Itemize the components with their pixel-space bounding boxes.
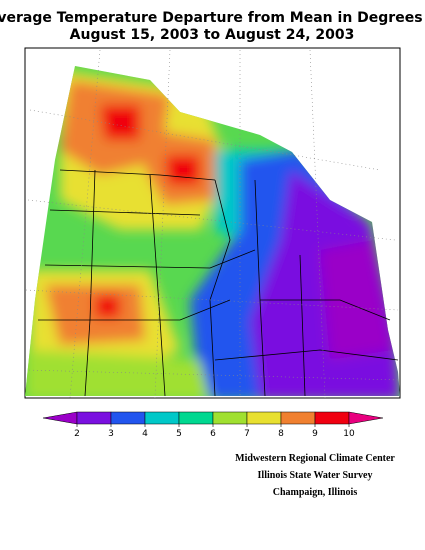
legend-tick-label: 9: [312, 429, 318, 439]
color-legend: 2 3 4 5 6 7 8 9 10: [42, 411, 384, 439]
legend-swatch: [178, 411, 214, 425]
boundaries: [38, 169, 399, 397]
legend-swatch: [314, 411, 350, 425]
legend-swatch: [76, 411, 112, 425]
legend-tick-label: 4: [142, 429, 148, 439]
legend-swatch: [144, 411, 180, 425]
legend-swatch: [42, 411, 78, 425]
legend-swatch: [110, 411, 146, 425]
credit-line: Champaign, Illinois: [273, 487, 358, 498]
legend-swatch: [246, 411, 282, 425]
legend-tick-label: 10: [343, 429, 355, 439]
legend-tick-label: 6: [210, 429, 216, 439]
title-line-2: August 15, 2003 to August 24, 2003: [70, 27, 355, 43]
credit-line: Illinois State Water Survey: [258, 470, 373, 481]
graticule: [24, 49, 401, 399]
legend-swatch: [348, 411, 384, 425]
title-line-1: Average Temperature Departure from Mean …: [0, 10, 425, 26]
legend-swatch: [280, 411, 316, 425]
legend-tick-label: 3: [108, 429, 114, 439]
legend-tick-label: 2: [74, 429, 80, 439]
legend-tick-label: 5: [176, 429, 182, 439]
legend-tick-label: 8: [278, 429, 284, 439]
legend-tick-label: 7: [244, 429, 250, 439]
credit-line: Midwestern Regional Climate Center: [235, 453, 395, 464]
legend-swatch: [212, 411, 248, 425]
